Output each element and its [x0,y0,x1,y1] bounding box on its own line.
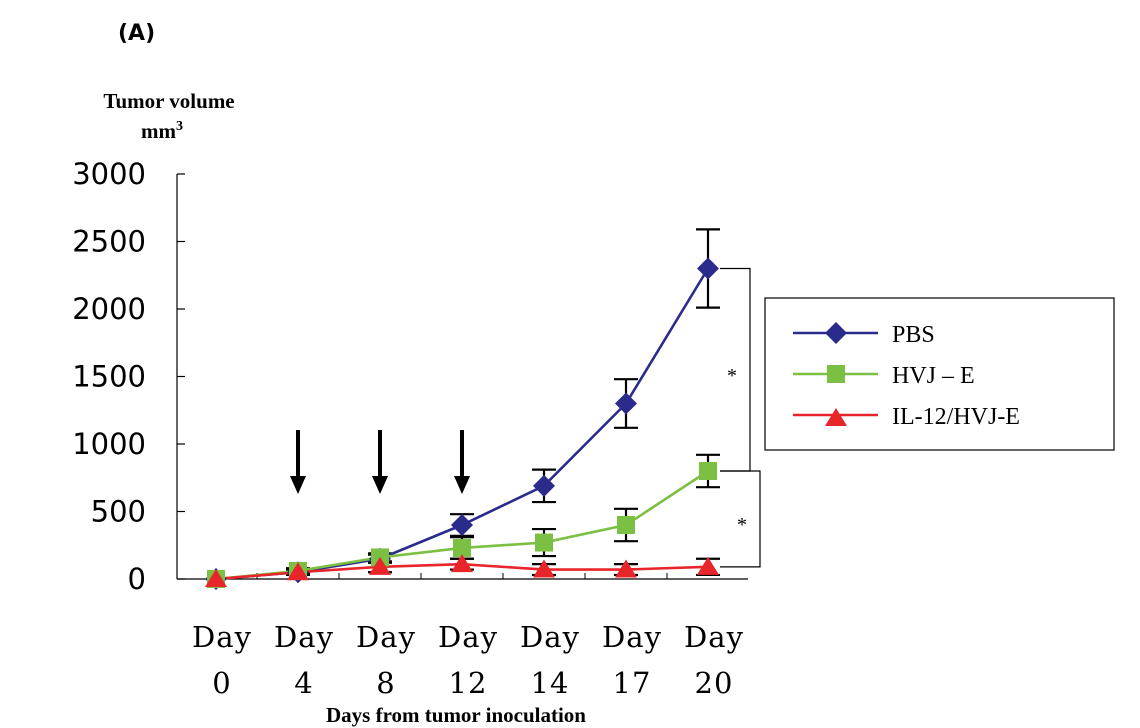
legend-label: IL-12/HVJ-E [892,404,1020,430]
data-point-series-2 [369,556,391,575]
x-tick-label-number: 8 [376,666,395,700]
x-tick-label-day: Day [192,620,252,654]
x-tick-label-day: Day [684,620,744,654]
x-tick-label-number: 4 [294,666,313,700]
x-axis-ticks: Day 0 Day 4 Day 8 Day 12 Day 14 Day 17 Day 20 [192,573,744,700]
significance-brackets: ** [720,267,761,568]
panel-label: (A) [118,21,155,46]
injection-arrows [290,430,470,494]
legend-label: PBS [892,322,935,348]
legend-marker [825,322,847,344]
data-point-series-2 [697,556,719,575]
x-tick-label-day: Day [274,620,334,654]
error-bars [286,228,720,577]
legend-marker [827,365,845,383]
y-axis-label-line2: mm3 [141,119,183,143]
data-point-series-2 [533,559,555,578]
data-point-series-2 [205,569,227,587]
y-axis-label-line1: Tumor volume [103,89,234,113]
y-tick-label: 2500 [72,225,146,259]
legend-entry: IL-12/HVJ-E [793,404,1020,430]
data-point-series-1 [699,462,717,480]
x-axis-label: Days from tumor inoculation [326,703,586,727]
y-tick-label: 0 [128,562,146,596]
x-tick-label-day: Day [520,620,580,654]
significance-label: * [737,514,747,536]
legend-marker [825,408,847,426]
data-point-series-0 [533,474,555,497]
x-tick-label-number: 0 [212,666,231,700]
x-tick-label-number: 14 [531,666,570,700]
x-tick-label-day: Day [438,620,498,654]
legend: PBS HVJ – E IL-12/HVJ-E [764,297,1115,451]
data-point-series-1 [617,516,635,534]
data-point-series-2 [615,559,637,578]
legend-label: HVJ – E [892,363,975,389]
data-point-series-0 [615,392,637,415]
legend-entry: PBS [793,322,935,348]
injection-arrow [454,430,470,494]
data-point-series-1 [535,533,553,552]
series-markers [205,257,719,590]
y-axis-unit-superscript: 3 [176,119,183,134]
significance-label: * [727,365,737,387]
significance-bracket: * [720,267,751,472]
injection-arrow [372,430,388,494]
significance-bracket: * [720,470,761,568]
x-tick-label-number: 17 [613,666,652,700]
legend-entry: HVJ – E [793,363,975,389]
x-tick-label-day: Day [356,620,416,654]
y-tick-label: 3000 [72,157,146,191]
y-tick-label: 500 [91,495,146,529]
y-tick-label: 1500 [72,360,146,394]
data-point-series-2 [451,554,473,573]
x-tick-label-day: Day [602,620,662,654]
data-point-series-0 [451,514,473,536]
data-point-series-1 [453,538,471,557]
data-point-series-0 [697,257,719,280]
data-point-series-2 [287,562,309,581]
y-tick-label: 1000 [72,427,146,461]
injection-arrow [290,430,306,494]
y-tick-label: 2000 [72,292,146,326]
x-tick-label-number: 20 [695,666,734,700]
y-axis-unit: mm [141,119,176,143]
y-axis-ticks: 0 500 1000 1500 2000 2500 3000 [72,157,185,596]
x-tick-label-number: 12 [449,666,488,700]
